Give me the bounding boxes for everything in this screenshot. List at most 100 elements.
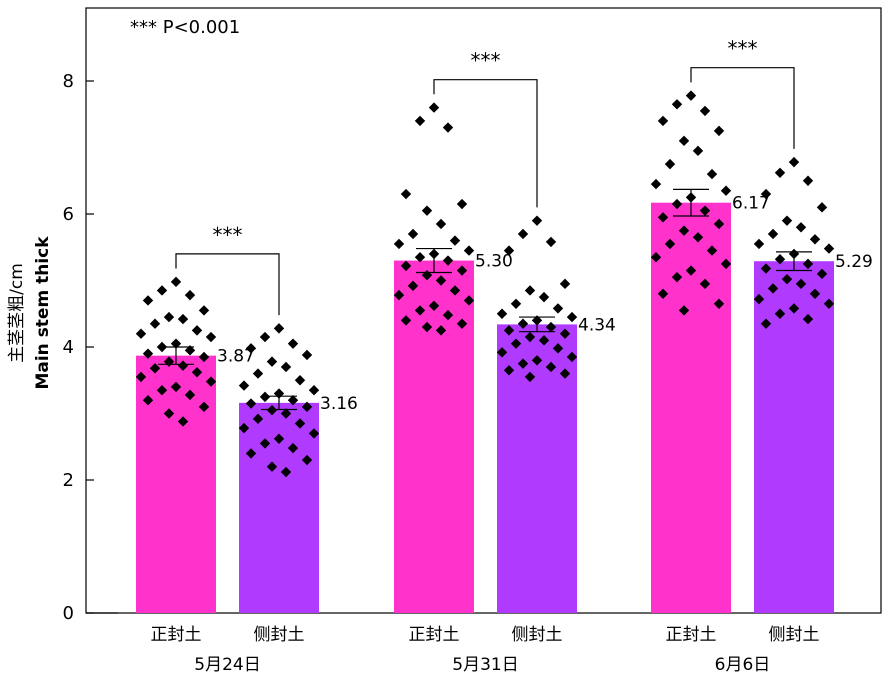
data-point bbox=[170, 338, 182, 349]
data-point bbox=[259, 391, 271, 403]
data-point bbox=[774, 254, 786, 265]
y-axis: 0 2 4 6 8 bbox=[63, 71, 118, 624]
data-point bbox=[177, 416, 189, 427]
data-point bbox=[308, 428, 320, 439]
data-point bbox=[177, 360, 189, 371]
data-point bbox=[287, 442, 299, 454]
data-point bbox=[294, 418, 306, 429]
data-point bbox=[760, 263, 772, 274]
data-point bbox=[442, 122, 454, 133]
category-label: 正封土 bbox=[666, 625, 717, 645]
data-point bbox=[170, 276, 182, 288]
data-point bbox=[273, 323, 285, 334]
data-point bbox=[788, 303, 800, 314]
data-point bbox=[706, 245, 718, 256]
value-label: 3.16 bbox=[320, 394, 358, 414]
significance-layer: *** *** *** bbox=[175, 37, 795, 316]
data-point bbox=[753, 293, 765, 305]
data-point bbox=[802, 258, 814, 270]
data-point bbox=[713, 125, 725, 137]
data-point bbox=[287, 338, 299, 349]
data-point bbox=[753, 238, 765, 250]
data-point bbox=[414, 115, 426, 127]
data-point bbox=[252, 368, 264, 379]
data-point bbox=[156, 285, 168, 296]
data-point bbox=[238, 422, 250, 434]
data-point bbox=[823, 243, 835, 254]
data-point bbox=[442, 309, 454, 321]
data-point bbox=[301, 454, 313, 466]
data-point bbox=[414, 252, 426, 263]
data-point bbox=[421, 321, 433, 333]
data-point bbox=[407, 280, 419, 292]
data-point bbox=[428, 102, 440, 113]
data-point bbox=[428, 300, 440, 311]
data-point bbox=[678, 225, 690, 236]
data-point bbox=[559, 278, 571, 290]
data-point bbox=[802, 175, 814, 186]
data-point bbox=[510, 298, 522, 309]
data-point bbox=[184, 345, 196, 356]
significance-bracket bbox=[433, 79, 538, 208]
bar bbox=[651, 202, 731, 613]
data-point bbox=[713, 298, 725, 309]
data-point bbox=[720, 258, 732, 270]
data-point bbox=[177, 313, 189, 325]
data-point bbox=[545, 361, 557, 373]
data-point bbox=[552, 343, 564, 354]
data-point bbox=[435, 218, 447, 230]
data-point bbox=[294, 375, 306, 386]
y-axis-label-cn: 主茎茎粗/cm bbox=[7, 263, 27, 363]
data-point bbox=[566, 311, 578, 323]
data-point bbox=[407, 228, 419, 240]
data-point bbox=[671, 99, 683, 110]
data-point bbox=[163, 408, 175, 419]
date-label: 6月6日 bbox=[715, 655, 771, 675]
data-point bbox=[767, 283, 779, 294]
data-point bbox=[671, 271, 683, 283]
data-point bbox=[795, 222, 807, 233]
data-point bbox=[273, 433, 285, 444]
x-axis-labels: 正封土 侧封土 5月24日 正封土 侧封土 5月31日 正封土 侧封土 6月6日 bbox=[151, 625, 820, 675]
data-point bbox=[496, 308, 508, 319]
data-point bbox=[650, 178, 662, 190]
data-point bbox=[816, 268, 828, 280]
data-point bbox=[238, 380, 250, 391]
data-point bbox=[503, 365, 515, 376]
data-point bbox=[135, 328, 147, 339]
data-point bbox=[524, 285, 536, 296]
data-point bbox=[463, 245, 475, 256]
data-point bbox=[706, 168, 718, 180]
data-point bbox=[524, 331, 536, 343]
data-point bbox=[142, 395, 154, 406]
data-point bbox=[545, 236, 557, 248]
data-point bbox=[774, 167, 786, 178]
data-point bbox=[191, 367, 203, 378]
data-point bbox=[720, 185, 732, 196]
error-bars-layer bbox=[158, 188, 812, 411]
value-label: 5.29 bbox=[835, 252, 873, 272]
data-point bbox=[252, 413, 264, 425]
data-point bbox=[496, 347, 508, 358]
data-point bbox=[149, 363, 161, 374]
y-tick-label: 0 bbox=[63, 603, 74, 624]
data-point bbox=[259, 331, 271, 343]
data-point bbox=[184, 289, 196, 301]
data-point bbox=[657, 115, 669, 127]
y-axis-label-en: Main stem thick bbox=[33, 236, 53, 390]
data-point bbox=[456, 265, 468, 276]
data-point bbox=[664, 158, 676, 170]
data-point bbox=[760, 318, 772, 329]
data-point bbox=[767, 228, 779, 240]
value-labels-layer: 3.87 3.16 5.30 4.34 6.17 5.29 bbox=[217, 194, 873, 414]
data-point bbox=[517, 318, 529, 329]
data-point bbox=[308, 385, 320, 396]
data-point bbox=[184, 389, 196, 401]
data-point bbox=[400, 188, 412, 200]
data-point bbox=[414, 305, 426, 316]
data-point bbox=[552, 303, 564, 314]
bar bbox=[136, 355, 216, 613]
data-point bbox=[650, 252, 662, 263]
legend-note: *** P<0.001 bbox=[130, 17, 240, 38]
data-point bbox=[510, 338, 522, 349]
